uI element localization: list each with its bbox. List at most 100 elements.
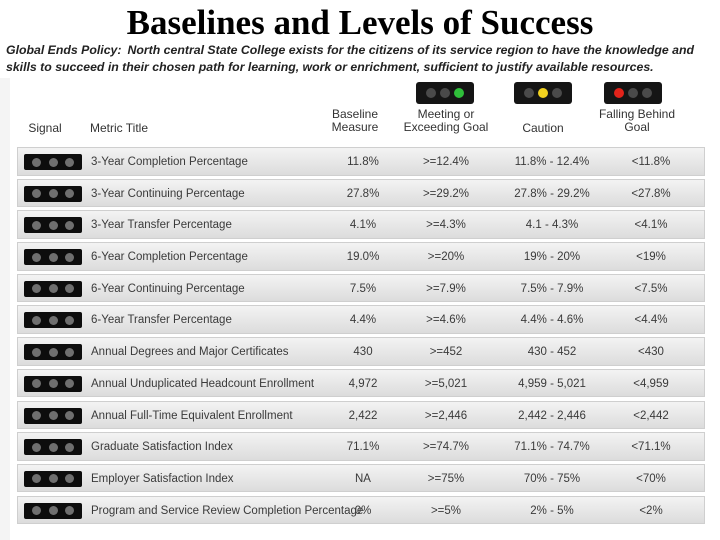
baseline-measure: 71.1% (346, 441, 380, 454)
falling-behind-value: <71.1% (631, 441, 671, 454)
meeting-goal-value: >=4.6% (426, 314, 466, 327)
falling-behind-value: <70% (636, 472, 666, 485)
signal-light-icon (24, 154, 82, 170)
caution-range: 71.1% - 74.7% (514, 441, 590, 454)
metric-title: 3-Year Completion Percentage (91, 156, 248, 168)
table-row: Annual Unduplicated Headcount Enrollment… (17, 368, 705, 398)
table-row: 3-Year Completion Percentage 11.8% >=12.… (17, 147, 705, 176)
meeting-goal-value: >=75% (427, 472, 465, 485)
caution-range: 27.8% - 29.2% (514, 187, 590, 200)
baseline-measure: 7.5% (349, 282, 377, 295)
caution-range: 7.5% - 7.9% (520, 282, 584, 295)
table-row: 3-Year Transfer Percentage 4.1% >=4.3% 4… (17, 210, 705, 239)
baseline-measure: 2,422 (348, 409, 378, 422)
signal-light-icon (24, 217, 82, 234)
metric-title: Employer Satisfaction Index (91, 472, 234, 485)
metric-title: 3-Year Continuing Percentage (91, 187, 245, 200)
table-header: Signal Metric Title Baseline Measure Mee… (0, 80, 720, 140)
table-row: Annual Degrees and Major Certificates 43… (17, 337, 705, 366)
meeting-goal-value: >=5% (430, 504, 462, 517)
falling-behind-value: <4.4% (634, 314, 668, 327)
header-baseline: Baseline Measure (331, 107, 379, 134)
table-row: Program and Service Review Completion Pe… (17, 495, 705, 525)
caution-range: 4.4% - 4.6% (520, 314, 584, 327)
signal-light-icon (24, 280, 82, 297)
table-row: Graduate Satisfaction Index 71.1% >=74.7… (17, 432, 705, 461)
caution-range: 4,959 - 5,021 (518, 377, 586, 390)
falling-behind-value: <7.5% (634, 282, 668, 295)
table-row: 6-Year Continuing Percentage 7.5% >=7.9%… (17, 273, 705, 303)
metric-title: Annual Degrees and Major Certificates (91, 346, 289, 359)
metric-title: 6-Year Transfer Percentage (91, 314, 232, 327)
meeting-goal-value: >=452 (429, 346, 463, 359)
baseline-measure: 4.4% (349, 314, 377, 327)
meeting-goal-value: >=2,446 (424, 409, 468, 422)
table-row: 3-Year Continuing Percentage 27.8% >=29.… (17, 178, 705, 208)
meeting-goal-value: >=4.3% (426, 219, 466, 232)
signal-light-icon (24, 312, 82, 329)
table-row: 6-Year Transfer Percentage 4.4% >=4.6% 4… (17, 305, 705, 335)
metric-title: Annual Unduplicated Headcount Enrollment (91, 377, 315, 390)
baseline-measure: 27.8% (346, 187, 380, 200)
caution-range: 2,442 - 2,446 (518, 409, 586, 422)
policy-text: North central State College exists for t… (6, 43, 694, 74)
left-edge-shadow (0, 78, 10, 540)
meeting-goal-value: >=5,021 (424, 377, 468, 390)
header-caution: Caution (522, 121, 564, 135)
traffic-light-yellow-icon (514, 82, 572, 104)
traffic-light-red-icon (604, 82, 662, 104)
header-signal: Signal (28, 121, 62, 135)
signal-light-icon (24, 185, 82, 202)
baseline-measure: 430 (353, 346, 373, 359)
baseline-measure: 4,972 (348, 377, 378, 390)
table-row: Employer Satisfaction Index NA >=75% 70%… (17, 463, 705, 493)
falling-behind-value: <27.8% (631, 187, 671, 200)
table-row: 6-Year Completion Percentage 19.0% >=20%… (17, 242, 705, 271)
caution-range: 11.8% - 12.4% (514, 156, 590, 168)
falling-behind-value: <11.8% (631, 156, 671, 168)
caution-range: 2% - 5% (530, 504, 574, 517)
falling-behind-value: <2,442 (633, 409, 669, 422)
baseline-measure: 11.8% (347, 156, 379, 168)
signal-light-icon (24, 439, 82, 456)
baseline-measure: 0% (354, 504, 372, 517)
metric-title: 6-Year Continuing Percentage (91, 282, 245, 295)
global-ends-policy: Global Ends Policy: North central State C… (6, 42, 718, 76)
falling-behind-value: <430 (638, 346, 664, 359)
baseline-measure: 4.1% (349, 219, 377, 232)
baseline-measure: 19.0% (346, 251, 380, 264)
falling-behind-value: <19% (636, 251, 666, 264)
meeting-goal-value: >=12.4% (422, 156, 470, 168)
traffic-light-green-icon (416, 82, 474, 104)
page-title: Baselines and Levels of Success (126, 3, 594, 42)
table-row: Annual Full-Time Equivalent Enrollment 2… (17, 400, 705, 430)
header-falling-behind: Falling Behind Goal (598, 107, 676, 134)
signal-light-icon (24, 375, 82, 392)
header-meeting-goal: Meeting or Exceeding Goal (403, 107, 489, 134)
falling-behind-value: <4,959 (633, 377, 669, 390)
header-metric-title: Metric Title (90, 121, 149, 135)
caution-range: 19% - 20% (523, 251, 581, 264)
falling-behind-value: <4.1% (634, 219, 668, 232)
signal-light-icon (24, 344, 82, 361)
meeting-goal-value: >=74.7% (422, 441, 470, 454)
metric-title: Graduate Satisfaction Index (91, 441, 233, 454)
caution-range: 430 - 452 (527, 346, 577, 359)
metric-title: Program and Service Review Completion Pe… (91, 504, 364, 517)
policy-lead: Global Ends Policy: (6, 43, 122, 57)
signal-light-icon (24, 502, 82, 519)
baseline-measure: NA (355, 472, 371, 485)
metrics-table: 3-Year Completion Percentage 11.8% >=12.… (17, 147, 705, 527)
signal-light-icon (24, 470, 82, 487)
meeting-goal-value: >=20% (427, 251, 465, 264)
metric-title: 3-Year Transfer Percentage (91, 219, 232, 232)
meeting-goal-value: >=29.2% (422, 187, 470, 200)
metric-title: 6-Year Completion Percentage (91, 251, 248, 264)
falling-behind-value: <2% (639, 504, 663, 517)
signal-light-icon (24, 249, 82, 266)
metric-title: Annual Full-Time Equivalent Enrollment (91, 409, 293, 422)
caution-range: 70% - 75% (523, 472, 581, 485)
meeting-goal-value: >=7.9% (426, 282, 466, 295)
signal-light-icon (24, 407, 82, 424)
caution-range: 4.1 - 4.3% (525, 219, 579, 232)
